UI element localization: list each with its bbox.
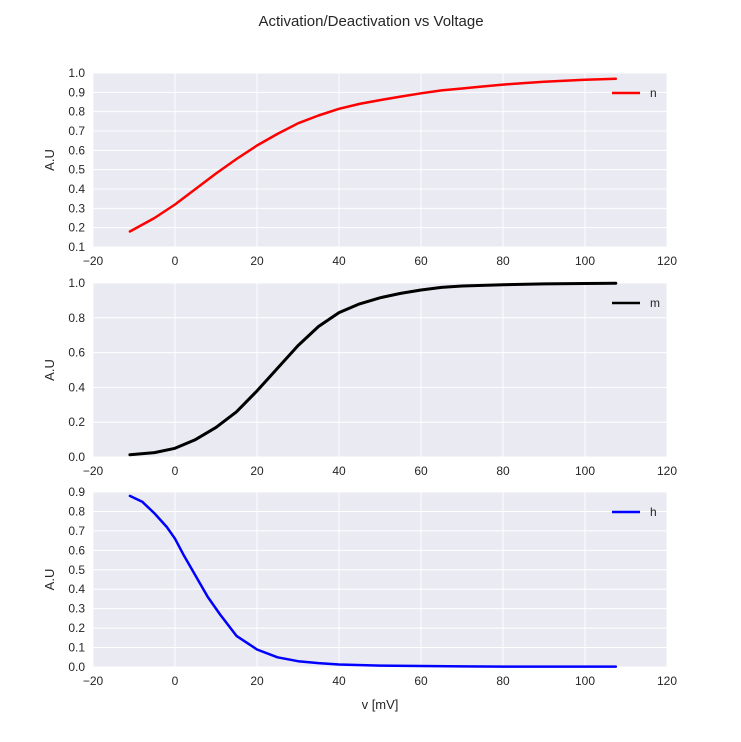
legend-label-m: m: [650, 296, 660, 310]
x-tick-label: 0: [172, 464, 179, 478]
y-axis-label: A.U: [42, 569, 57, 591]
x-tick-label: 80: [496, 254, 510, 268]
y-tick-label: 0.7: [68, 124, 85, 138]
x-tick-label: 60: [414, 254, 428, 268]
x-tick-label: 100: [575, 254, 595, 268]
x-tick-label: 40: [332, 674, 346, 688]
y-tick-label: 0.9: [68, 485, 85, 499]
y-tick-label: 0.6: [68, 143, 85, 157]
y-tick-label: 0.8: [68, 311, 85, 325]
legend-label-h: h: [650, 505, 657, 519]
series-line-n: [128, 77, 618, 233]
y-tick-label: 0.4: [68, 380, 85, 394]
x-tick-label: 100: [575, 674, 595, 688]
y-tick-label: 0.3: [68, 602, 85, 616]
y-tick-label: 0.4: [68, 182, 85, 196]
legend-label-n: n: [650, 86, 657, 100]
plot-area: [93, 73, 667, 247]
y-tick-label: 0.5: [68, 563, 85, 577]
x-tick-label: 0: [172, 254, 179, 268]
x-tick-label: 0: [172, 674, 179, 688]
x-tick-label: 80: [496, 464, 510, 478]
y-tick-label: 0.2: [68, 415, 85, 429]
x-tick-label: 60: [414, 674, 428, 688]
series-line-m: [128, 281, 618, 457]
x-tick-label: 120: [657, 464, 677, 478]
y-tick-label: 0.9: [68, 85, 85, 99]
x-tick-label: 20: [250, 254, 264, 268]
y-tick-label: 0.0: [68, 450, 85, 464]
subplot-3: −20 0 20 40 60 80 100 120 0.0 0.1 0.2 0.3 0.4 0.5 0.6 0…: [42, 485, 677, 712]
plot-area: [93, 492, 667, 667]
x-tick-label: −20: [83, 464, 104, 478]
x-tick-label: −20: [83, 254, 104, 268]
subplots: −20 0 20 40 60 80 100 120 0.1 0.2 0.3 0.4 0.5 0.6 0.7 0…: [42, 66, 677, 712]
x-tick-label: 80: [496, 674, 510, 688]
x-tick-label: 100: [575, 464, 595, 478]
x-tick-label: 60: [414, 464, 428, 478]
x-tick-label: 120: [657, 254, 677, 268]
series-line-h: [128, 494, 618, 668]
x-tick-label: 120: [657, 674, 677, 688]
y-tick-label: 0.4: [68, 582, 85, 596]
y-tick-label: 0.2: [68, 621, 85, 635]
subplot-1: −20 0 20 40 60 80 100 120 0.1 0.2 0.3 0.4 0.5 0.6 0.7 0…: [42, 66, 677, 268]
y-tick-label: 0.1: [68, 641, 85, 655]
y-tick-label: 0.6: [68, 543, 85, 557]
y-tick-label: 1.0: [68, 66, 85, 80]
figure-title: Activation/Deactivation vs Voltage: [258, 13, 483, 30]
y-tick-label: 0.2: [68, 221, 85, 235]
y-tick-label: 0.3: [68, 201, 85, 215]
y-axis-label: A.U: [42, 359, 57, 381]
y-tick-label: 0.0: [68, 660, 85, 674]
y-tick-label: 0.5: [68, 163, 85, 177]
x-tick-label: −20: [83, 674, 104, 688]
x-tick-label: 20: [250, 464, 264, 478]
subplot-2: −20 0 20 40 60 80 100 120 0.0 0.2 0.4 0.6 0.8 1.0 A.U m: [42, 276, 677, 478]
x-axis-label: v [mV]: [362, 697, 399, 712]
x-tick-label: 40: [332, 464, 346, 478]
y-tick-label: 0.8: [68, 504, 85, 518]
plot-area: [93, 283, 667, 457]
y-tick-label: 0.6: [68, 346, 85, 360]
x-tick-label: 40: [332, 254, 346, 268]
y-tick-label: 0.7: [68, 524, 85, 538]
y-axis-label: A.U: [42, 149, 57, 171]
x-tick-label: 20: [250, 674, 264, 688]
y-tick-label: 0.1: [68, 240, 85, 254]
y-tick-label: 1.0: [68, 276, 85, 290]
y-tick-label: 0.8: [68, 105, 85, 119]
